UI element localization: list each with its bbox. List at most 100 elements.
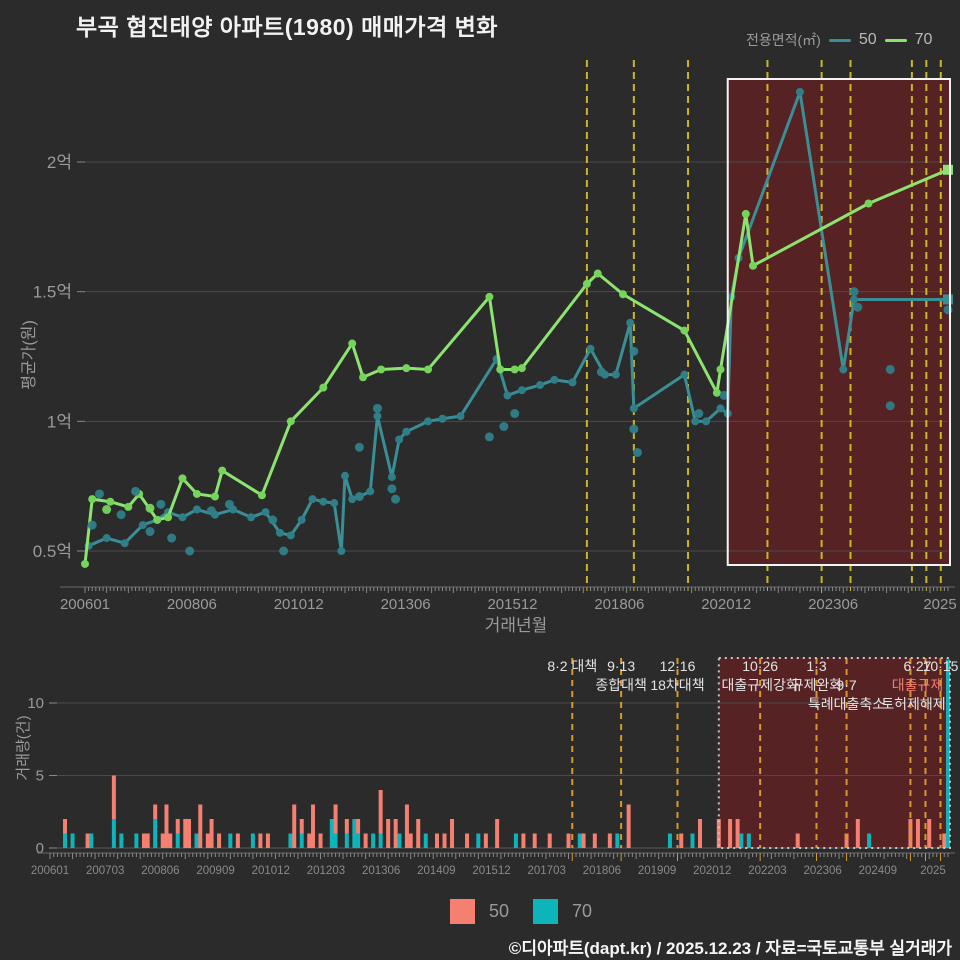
volume-bar-70[interactable]: [63, 833, 68, 849]
scatter-point[interactable]: [853, 302, 863, 312]
volume-bar-50[interactable]: [85, 833, 90, 849]
volume-bar-50[interactable]: [164, 804, 169, 849]
volume-bar-50[interactable]: [404, 804, 409, 849]
data-point[interactable]: [850, 295, 859, 304]
volume-bar-50[interactable]: [927, 819, 932, 848]
volume-bar-50[interactable]: [795, 833, 800, 849]
data-point[interactable]: [387, 473, 396, 482]
volume-bar-50[interactable]: [495, 819, 500, 848]
volume-bar-70[interactable]: [356, 833, 361, 849]
data-point[interactable]: [192, 489, 201, 498]
volume-bar-70[interactable]: [739, 833, 744, 849]
volume-bar-70[interactable]: [397, 833, 402, 849]
volume-bar-70[interactable]: [134, 833, 139, 849]
data-point[interactable]: [319, 497, 328, 506]
scatter-point[interactable]: [279, 546, 289, 556]
volume-bar-50[interactable]: [679, 833, 684, 849]
volume-bar-50[interactable]: [183, 819, 188, 848]
data-point[interactable]: [340, 471, 349, 480]
data-point[interactable]: [402, 427, 411, 436]
data-point[interactable]: [619, 290, 628, 299]
data-point[interactable]: [261, 508, 270, 517]
volume-bar-70[interactable]: [329, 819, 334, 848]
scatter-point[interactable]: [102, 505, 112, 515]
data-point[interactable]: [366, 487, 375, 496]
data-point[interactable]: [377, 365, 386, 374]
volume-bar-50[interactable]: [363, 833, 368, 849]
scatter-point[interactable]: [632, 447, 642, 457]
data-point[interactable]: [138, 521, 147, 530]
data-point[interactable]: [330, 499, 339, 508]
volume-bar-70[interactable]: [175, 833, 180, 849]
legend-bar-50-label[interactable]: 50: [489, 901, 510, 921]
scatter-point[interactable]: [387, 484, 397, 494]
scatter-point[interactable]: [131, 486, 141, 496]
volume-bar-70[interactable]: [299, 833, 304, 849]
volume-bar-70[interactable]: [119, 833, 124, 849]
data-point[interactable]: [716, 404, 725, 413]
volume-bar-70[interactable]: [946, 659, 950, 849]
data-point[interactable]: [517, 386, 526, 395]
data-point[interactable]: [395, 435, 404, 444]
volume-bar-50[interactable]: [198, 804, 203, 849]
scatter-point[interactable]: [629, 424, 639, 434]
data-point[interactable]: [337, 547, 346, 555]
data-point[interactable]: [424, 417, 433, 426]
volume-bar-50[interactable]: [258, 833, 263, 849]
data-point[interactable]: [438, 414, 447, 423]
data-point[interactable]: [680, 326, 689, 335]
data-point[interactable]: [402, 364, 411, 373]
volume-bar-70[interactable]: [867, 833, 872, 849]
volume-bar-50[interactable]: [153, 804, 158, 820]
data-point[interactable]: [611, 370, 620, 379]
volume-bar-70[interactable]: [667, 833, 672, 849]
volume-bar-70[interactable]: [288, 833, 293, 849]
volume-bar-50[interactable]: [735, 819, 740, 848]
volume-bar-50[interactable]: [607, 833, 612, 849]
data-point[interactable]: [124, 502, 133, 511]
scatter-point[interactable]: [885, 364, 895, 374]
scatter-point[interactable]: [629, 346, 639, 356]
data-point[interactable]: [712, 388, 721, 397]
data-point[interactable]: [702, 417, 711, 426]
volume-bar-50[interactable]: [393, 819, 398, 848]
data-point[interactable]: [456, 412, 465, 421]
volume-bar-70[interactable]: [111, 819, 116, 848]
volume-bar-50[interactable]: [175, 819, 180, 834]
volume-bar-50[interactable]: [547, 833, 552, 849]
data-point[interactable]: [178, 474, 187, 483]
volume-bar-70[interactable]: [153, 819, 158, 848]
volume-bar-50[interactable]: [915, 819, 920, 848]
data-point[interactable]: [586, 344, 595, 353]
volume-bar-50[interactable]: [566, 833, 571, 849]
volume-bar-50[interactable]: [908, 819, 913, 848]
scatter-point[interactable]: [145, 527, 155, 537]
data-point[interactable]: [496, 365, 505, 374]
legend-line-70-label[interactable]: 70: [914, 31, 933, 48]
volume-bar-70[interactable]: [378, 833, 383, 849]
volume-bar-50[interactable]: [265, 833, 270, 849]
data-point[interactable]: [210, 492, 219, 501]
volume-bar-50[interactable]: [292, 804, 297, 849]
volume-bar-50[interactable]: [187, 819, 192, 848]
volume-bar-50[interactable]: [465, 833, 470, 849]
data-point[interactable]: [749, 261, 758, 270]
data-point[interactable]: [348, 495, 357, 504]
volume-bar-50[interactable]: [532, 833, 537, 849]
data-point[interactable]: [81, 559, 89, 568]
data-point[interactable]: [120, 539, 129, 548]
volume-bar-50[interactable]: [442, 833, 447, 849]
data-point[interactable]: [106, 497, 115, 506]
data-point[interactable]: [286, 531, 295, 540]
scatter-point[interactable]: [354, 442, 364, 452]
scatter-point[interactable]: [372, 403, 382, 413]
scatter-point[interactable]: [694, 409, 704, 419]
data-point[interactable]: [297, 515, 306, 524]
scatter-point[interactable]: [849, 287, 859, 297]
volume-bar-70[interactable]: [746, 833, 751, 849]
data-point[interactable]: [88, 495, 97, 504]
volume-bar-70[interactable]: [690, 833, 695, 849]
data-point[interactable]: [550, 375, 559, 384]
legend-bar-70-label[interactable]: 70: [572, 901, 593, 921]
volume-bar-70[interactable]: [615, 833, 620, 849]
